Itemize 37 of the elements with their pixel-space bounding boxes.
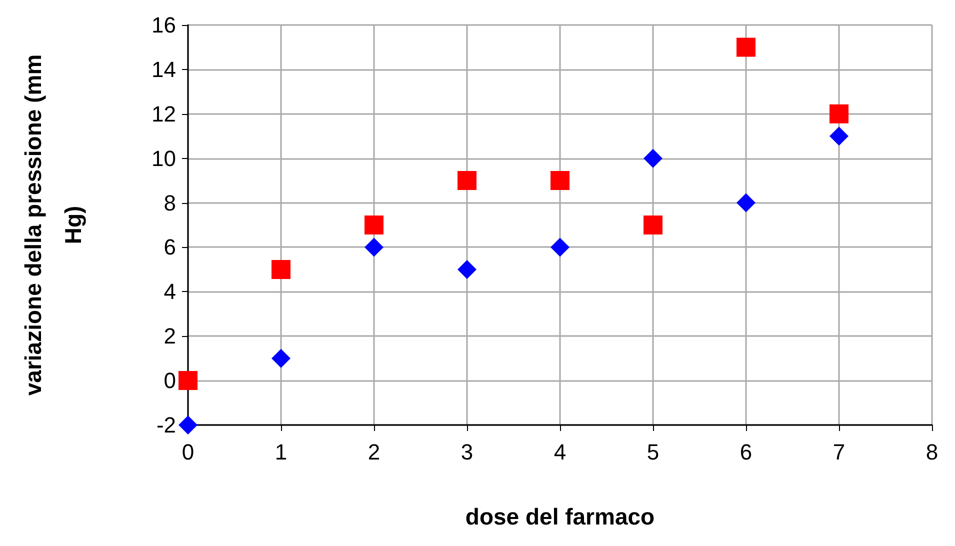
point (550, 171, 570, 190)
x-tick-label: 4 (554, 440, 566, 464)
y-tick-label: 4 (164, 279, 176, 304)
y-tick-label: 10 (152, 146, 176, 171)
y-tick-label: 0 (164, 368, 176, 394)
point (272, 348, 290, 368)
y-tick-label: 14 (152, 56, 176, 82)
point (178, 416, 198, 434)
point (178, 371, 198, 390)
y-tick-label: 2 (164, 324, 176, 349)
point (830, 126, 848, 146)
point (550, 238, 570, 257)
point (458, 260, 476, 279)
point (644, 216, 662, 234)
y-tick-label: -2 (156, 412, 176, 438)
x-tick-label: 7 (832, 440, 846, 464)
x-tick-label: 6 (740, 440, 752, 464)
x-tick-label: 5 (646, 440, 660, 464)
point (830, 104, 848, 124)
point (458, 171, 476, 190)
x-tick-label: 0 (182, 440, 194, 464)
point (364, 238, 384, 257)
y-tick-label: 8 (164, 190, 176, 216)
x-tick-label: 3 (460, 440, 474, 464)
y-axis-title: variazione della pressione (mm Hg) (20, 54, 86, 396)
y-tick-label: 12 (152, 101, 176, 126)
point (644, 148, 662, 168)
point (272, 260, 290, 279)
y-tick-label: 6 (164, 234, 176, 260)
x-tick-label: 2 (368, 440, 380, 464)
x-tick-label: 8 (926, 440, 938, 464)
x-tick-label: 1 (274, 440, 288, 464)
point (364, 216, 384, 234)
x-axis-title: dose del farmaco (465, 504, 655, 530)
point (736, 38, 756, 57)
point (736, 193, 756, 212)
y-tick-label: 16 (152, 12, 176, 38)
